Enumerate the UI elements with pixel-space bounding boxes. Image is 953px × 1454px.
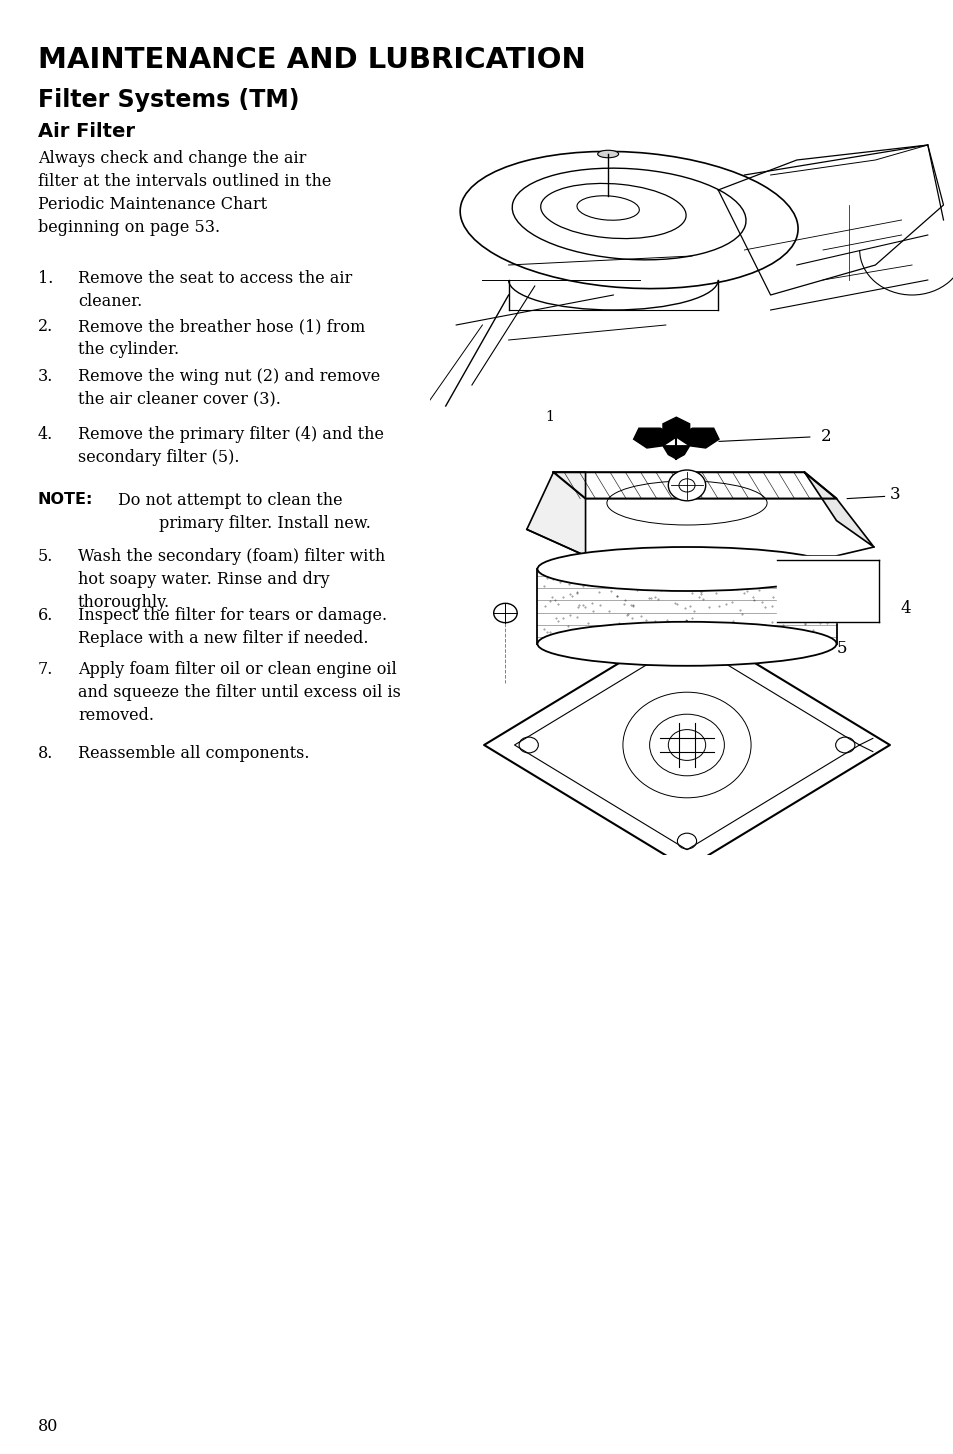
Text: Reassemble all components.: Reassemble all components. xyxy=(78,744,309,762)
Text: Remove the breather hose (1) from
the cylinder.: Remove the breather hose (1) from the cy… xyxy=(78,318,365,358)
Text: 8.: 8. xyxy=(38,744,53,762)
Polygon shape xyxy=(662,446,689,459)
Text: Inspect the filter for tears or damage.
Replace with a new filter if needed.: Inspect the filter for tears or damage. … xyxy=(78,606,387,647)
Text: 3: 3 xyxy=(889,486,900,503)
Text: 5.: 5. xyxy=(38,548,53,566)
Polygon shape xyxy=(676,427,719,448)
Text: 1: 1 xyxy=(545,410,554,425)
Polygon shape xyxy=(553,473,836,499)
Text: Remove the primary filter (4) and the
secondary filter (5).: Remove the primary filter (4) and the se… xyxy=(78,426,384,465)
Text: 80: 80 xyxy=(38,1418,58,1435)
Text: Apply foam filter oil or clean engine oil
and squeeze the filter until excess oi: Apply foam filter oil or clean engine oi… xyxy=(78,662,400,724)
Circle shape xyxy=(668,470,705,500)
Text: Remove the wing nut (2) and remove
the air cleaner cover (3).: Remove the wing nut (2) and remove the a… xyxy=(78,368,380,409)
Text: Wash the secondary (foam) filter with
hot soapy water. Rinse and dry
thoroughly.: Wash the secondary (foam) filter with ho… xyxy=(78,548,385,611)
Circle shape xyxy=(493,603,517,622)
Polygon shape xyxy=(633,427,676,448)
Text: 3.: 3. xyxy=(38,368,53,385)
Polygon shape xyxy=(776,555,889,622)
Text: Remove the seat to access the air
cleaner.: Remove the seat to access the air cleane… xyxy=(78,270,352,310)
Text: 2.: 2. xyxy=(38,318,53,334)
Polygon shape xyxy=(526,473,585,555)
Text: 7.: 7. xyxy=(38,662,53,678)
Text: NOTE:: NOTE: xyxy=(38,491,93,507)
Text: Air Filter: Air Filter xyxy=(38,122,135,141)
Text: 4: 4 xyxy=(900,601,910,616)
Ellipse shape xyxy=(597,150,618,157)
Polygon shape xyxy=(662,417,689,438)
Text: 2: 2 xyxy=(820,429,830,445)
Ellipse shape xyxy=(537,622,836,666)
Text: Do not attempt to clean the
        primary filter. Install new.: Do not attempt to clean the primary filt… xyxy=(118,491,371,532)
Text: 1.: 1. xyxy=(38,270,53,286)
Text: MAINTENANCE AND LUBRICATION: MAINTENANCE AND LUBRICATION xyxy=(38,47,585,74)
Text: 4.: 4. xyxy=(38,426,53,443)
Text: Always check and change the air
filter at the intervals outlined in the
Periodic: Always check and change the air filter a… xyxy=(38,150,331,236)
Ellipse shape xyxy=(537,547,836,590)
Text: 6.: 6. xyxy=(38,606,53,624)
Text: 5: 5 xyxy=(836,640,846,657)
Text: Filter Systems (TM): Filter Systems (TM) xyxy=(38,89,299,112)
Polygon shape xyxy=(803,473,873,547)
